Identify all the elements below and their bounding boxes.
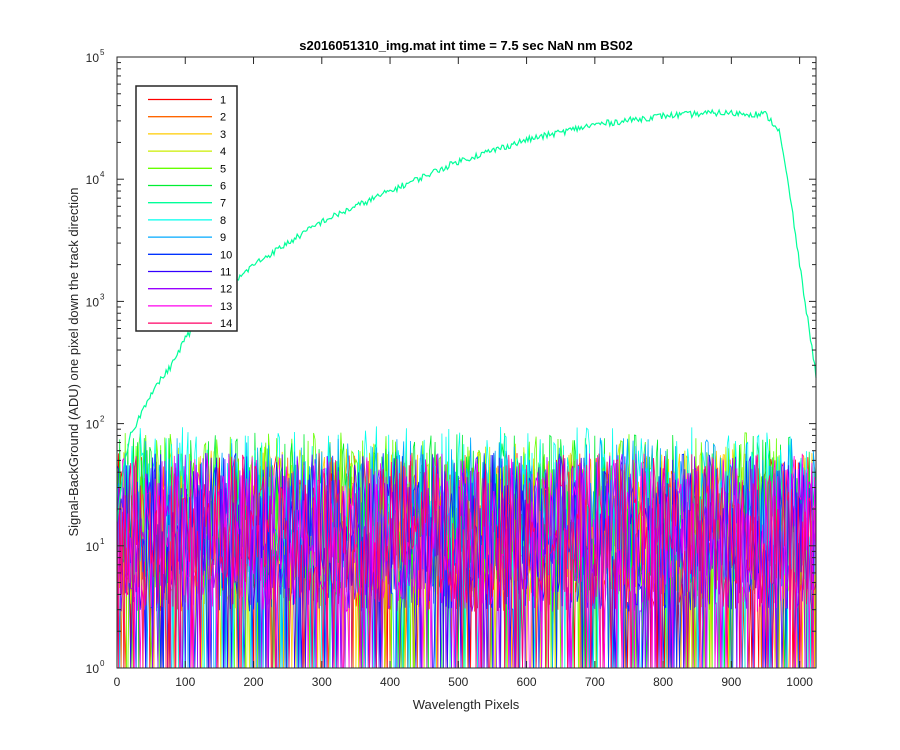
legend-label-10: 10 [220,249,232,261]
chart-title: s2016051310_img.mat int time = 7.5 sec N… [299,38,633,53]
series-layer [116,108,817,669]
y-tick-label: 10 3 [86,292,105,309]
legend-box [135,85,238,332]
x-tick-label: 800 [653,675,673,689]
x-tick-label: 500 [448,675,468,689]
legend-label-8: 8 [220,215,226,227]
legend-label-1: 1 [220,95,226,107]
legend-label-12: 12 [220,284,232,296]
y-tick-base: 10 [86,173,100,187]
x-tick-label: 1000 [786,675,813,689]
y-tick-base: 10 [86,51,100,65]
series-line-14 [116,452,817,669]
legend-label-9: 9 [220,232,226,244]
x-tick-label: 900 [721,675,741,689]
y-tick-exponent: 3 [100,292,105,301]
y-tick-base: 10 [86,418,100,432]
y-tick-base: 10 [86,540,100,554]
y-tick-exponent: 4 [100,170,105,179]
legend-label-4: 4 [220,146,226,158]
y-tick-exponent: 0 [100,659,105,668]
y-tick-exponent: 2 [100,415,105,424]
legend-label-5: 5 [220,163,226,175]
x-tick-label: 700 [585,675,605,689]
y-tick-exponent: 1 [100,537,105,546]
x-tick-label: 300 [312,675,332,689]
x-tick-label: 0 [114,675,121,689]
legend-label-13: 13 [220,301,232,313]
legend-label-14: 14 [220,318,232,330]
legend-label-6: 6 [220,181,226,193]
legend-label-7: 7 [220,198,226,210]
y-tick-label: 10 1 [86,537,105,554]
y-axis-label: Signal-BackGround (ADU) one pixel down t… [66,187,81,536]
x-tick-label: 200 [244,675,264,689]
x-axis-label: Wavelength Pixels [413,697,520,712]
y-tick-label: 10 0 [86,659,105,676]
y-tick-base: 10 [86,662,100,676]
y-tick-label: 10 4 [86,170,105,187]
legend-label-3: 3 [220,129,226,141]
y-tick-label: 10 2 [86,415,105,432]
x-tick-label: 600 [517,675,537,689]
legend-label-2: 2 [220,112,226,124]
y-tick-label: 10 5 [86,48,105,65]
plot-frame [116,56,817,669]
legend-label-11: 11 [220,267,231,279]
x-tick-label: 400 [380,675,400,689]
y-tick-exponent: 5 [100,48,105,57]
y-tick-base: 10 [86,295,100,309]
x-tick-label: 100 [175,675,195,689]
